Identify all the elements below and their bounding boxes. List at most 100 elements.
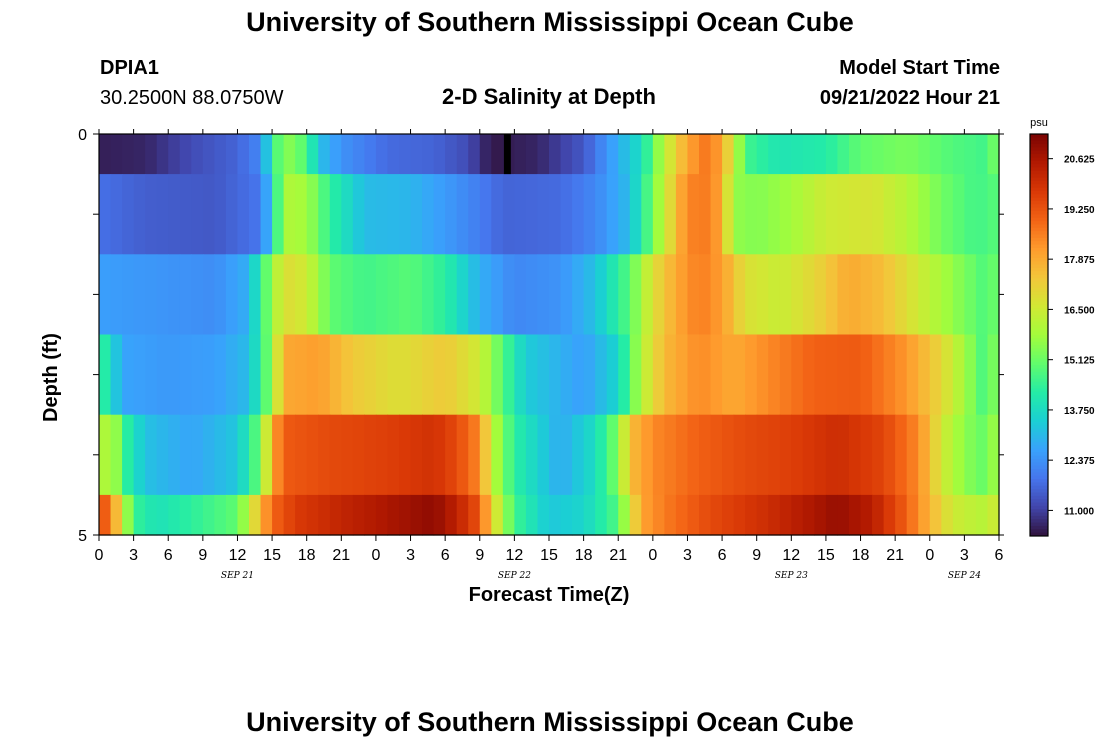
heatmap-cell	[433, 254, 446, 336]
heatmap-cell	[479, 174, 492, 255]
heatmap-cell	[687, 134, 700, 175]
heatmap-cell	[872, 254, 885, 336]
heatmap-cell	[387, 134, 400, 175]
colorbar-swatch	[1030, 442, 1048, 447]
heatmap-cell	[733, 494, 746, 536]
heatmap-cell	[675, 494, 689, 536]
heatmap-cell	[722, 134, 735, 175]
colorbar-swatch	[1030, 271, 1048, 276]
heatmap-cell	[433, 334, 446, 416]
heatmap-cell	[745, 174, 758, 255]
heatmap-cell	[675, 174, 689, 255]
heatmap-cell	[364, 494, 377, 536]
heatmap-cell	[814, 494, 827, 536]
colorbar-swatch	[1030, 479, 1048, 483]
heatmap-cell	[606, 134, 619, 175]
heatmap-cell	[629, 414, 642, 496]
heatmap-cell	[652, 334, 665, 416]
colorbar-swatch	[1030, 415, 1048, 420]
colorbar-swatch	[1030, 234, 1048, 239]
heatmap-cell	[733, 334, 746, 416]
heatmap-cell	[802, 134, 815, 175]
colorbar-swatch	[1030, 502, 1048, 507]
colorbar-unit: psu	[1030, 117, 1048, 129]
heatmap-cell	[156, 174, 169, 255]
heatmap-cell	[641, 254, 654, 336]
heatmap-cell	[352, 494, 365, 536]
heatmap-cell	[237, 414, 250, 496]
heatmap-cell	[202, 414, 215, 496]
heatmap-cell	[664, 414, 677, 496]
heatmap-cell	[699, 134, 712, 175]
heatmap-cell	[352, 334, 365, 416]
colorbar-swatch	[1030, 241, 1048, 246]
heatmap-cell	[664, 334, 677, 416]
heatmap-cell	[352, 414, 365, 496]
heatmap-cell	[364, 174, 377, 255]
page-title: University of Southern Mississippi Ocean…	[246, 7, 854, 37]
colorbar-swatch	[1030, 261, 1048, 266]
heatmap-cell	[929, 494, 942, 536]
heatmap-cell	[214, 334, 227, 416]
heatmap-cell	[249, 414, 262, 496]
heatmap-cell	[560, 494, 573, 536]
colorbar-swatch	[1030, 304, 1048, 309]
heatmap-cell	[583, 334, 596, 416]
heatmap-cell	[768, 134, 781, 175]
heatmap-cell	[168, 414, 181, 496]
heatmap-cell	[779, 334, 792, 416]
heatmap-cell	[110, 414, 123, 496]
heatmap-cell	[629, 134, 642, 175]
heatmap-cell	[514, 254, 527, 336]
heatmap-cell	[699, 254, 712, 336]
x-tick-label: 21	[332, 547, 350, 564]
heatmap-cell	[272, 334, 285, 416]
heatmap-cell	[445, 174, 458, 255]
heatmap-cell	[883, 414, 896, 496]
heatmap-cell	[572, 134, 585, 175]
heatmap-cell	[260, 254, 273, 336]
heatmap-cell	[987, 134, 1000, 175]
heatmap-cell	[618, 174, 631, 255]
heatmap-cell	[537, 334, 550, 416]
model-start-label: Model Start Time	[839, 57, 1000, 79]
heatmap-cell	[825, 414, 839, 496]
heatmap-cell	[675, 254, 689, 336]
heatmap-cell	[399, 334, 412, 416]
colorbar-swatch	[1030, 160, 1048, 165]
heatmap-cell	[929, 134, 942, 175]
heatmap-cell	[318, 134, 331, 175]
heatmap-cell	[283, 414, 296, 496]
heatmap-cell	[422, 254, 435, 336]
heatmap-cell	[918, 334, 931, 416]
colorbar-swatch	[1030, 512, 1048, 517]
heatmap-cell	[618, 334, 631, 416]
heatmap-cell	[779, 494, 792, 536]
salinity-heatmap-chart: 0 3 6 9 12 15 18 21 0 3 6 9 12 15 18 21 0 3 6 9 12 15 18 21 0 3 6 S…	[78, 117, 1095, 581]
heatmap-cell	[964, 414, 977, 496]
heatmap-cell	[456, 494, 469, 536]
heatmap-cell	[375, 134, 389, 175]
heatmap-cell	[202, 494, 215, 536]
heatmap-cell	[699, 414, 712, 496]
colorbar-swatch	[1030, 328, 1048, 333]
colorbar-tick-label: 15.125	[1064, 356, 1095, 367]
heatmap-cell	[364, 414, 377, 496]
heatmap-cell	[906, 334, 919, 416]
heatmap-cell	[768, 334, 781, 416]
heatmap-cell	[687, 414, 700, 496]
heatmap-cell	[710, 134, 723, 175]
heatmap-cell	[99, 334, 112, 416]
heatmap-cell	[964, 494, 977, 536]
heatmap-cell	[514, 334, 527, 416]
heatmap-cell	[549, 414, 562, 496]
x-tick-label: 3	[129, 547, 138, 564]
heatmap-cell	[710, 334, 723, 416]
heatmap-cell	[595, 174, 608, 255]
colorbar-swatch	[1030, 348, 1048, 353]
colorbar-swatch	[1030, 180, 1048, 185]
heatmap-cell	[99, 134, 112, 175]
heatmap-cell	[987, 174, 1000, 255]
heatmap-cell	[791, 334, 804, 416]
heatmap-cell	[145, 494, 158, 536]
